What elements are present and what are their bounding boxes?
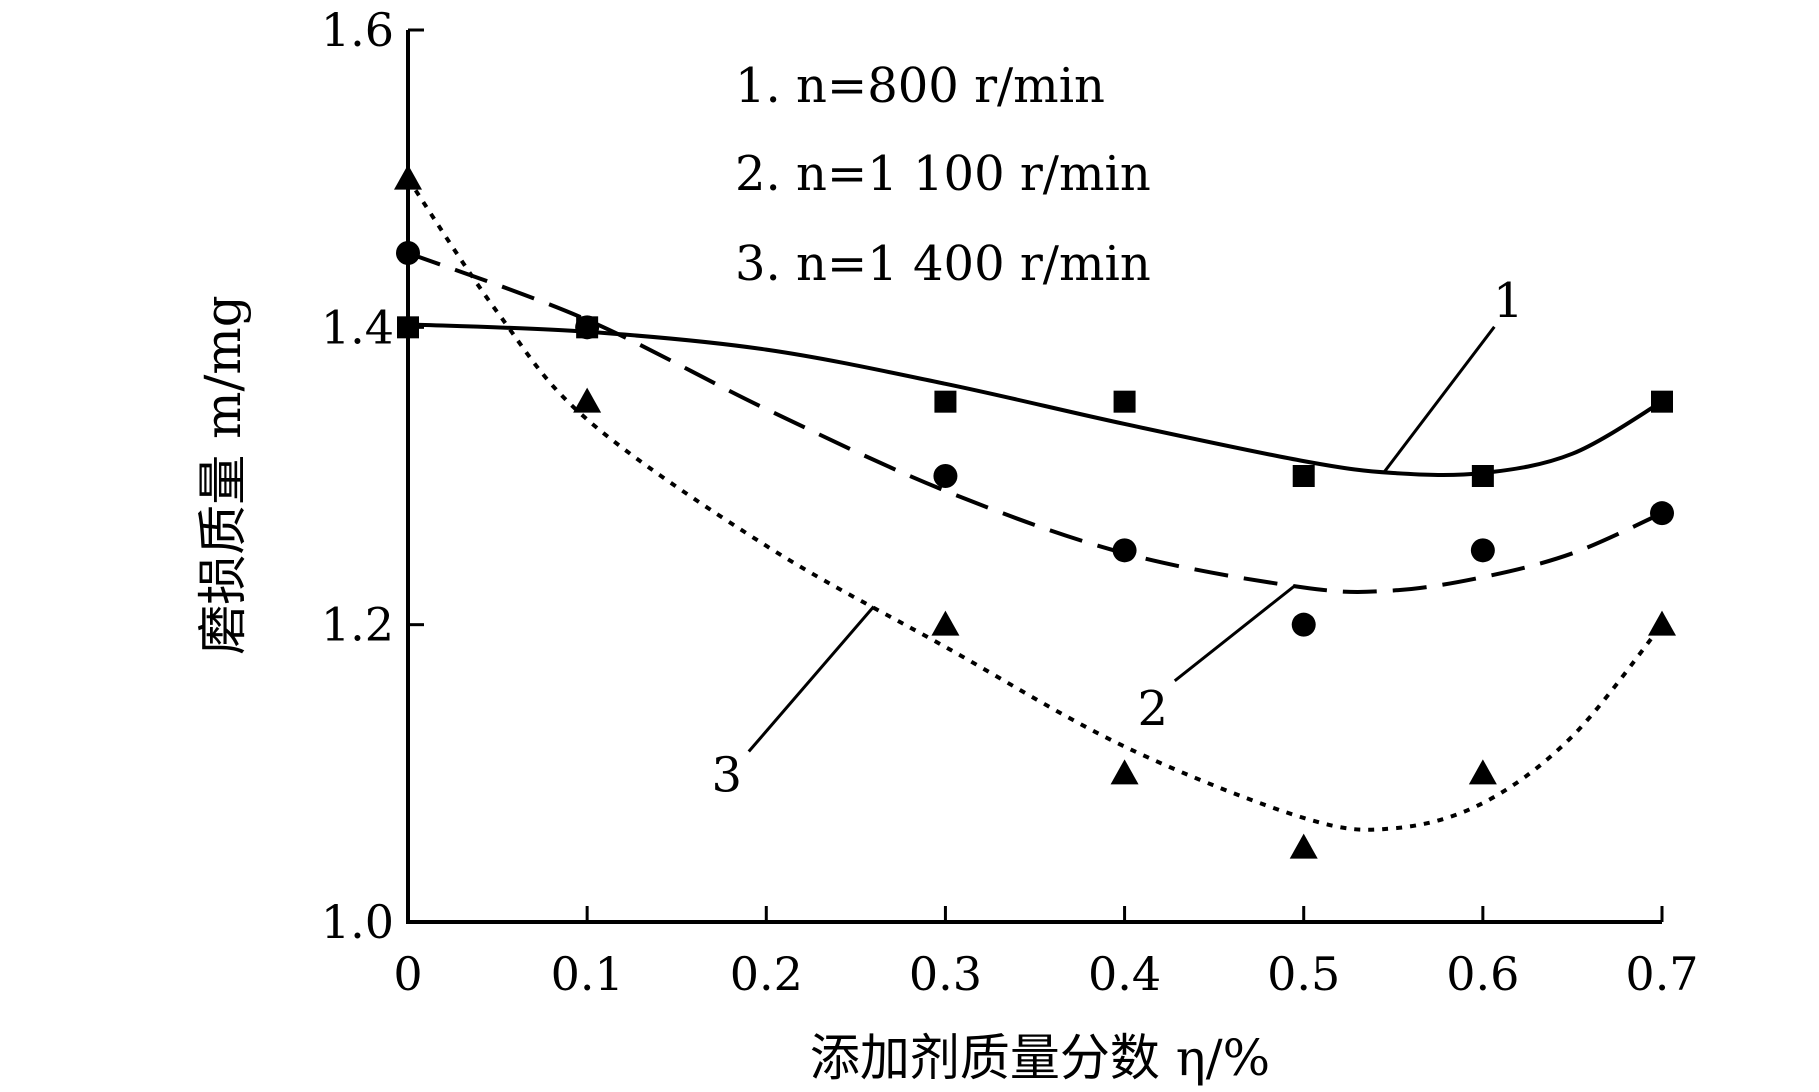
curve-label-leader-2 xyxy=(1173,584,1296,682)
x-axis-title: 添加剂质量分数 η/% xyxy=(810,1029,1270,1087)
x-tick-label: 0.5 xyxy=(1267,947,1340,1001)
curve-label-2: 2 xyxy=(1137,681,1168,737)
y-axis-title: 磨损质量 m/mg xyxy=(194,295,252,655)
x-tick-label: 0.7 xyxy=(1625,947,1698,1001)
curve-label-leaders: 1 2 3 xyxy=(711,273,1523,804)
data-point-1-3 xyxy=(1113,390,1136,413)
data-point-3-2 xyxy=(931,610,960,636)
data-point-2-1 xyxy=(575,315,600,340)
y-tick-label: 1.0 xyxy=(321,895,394,949)
y-axis-ticks: 1.0 1.2 1.4 1.6 xyxy=(321,3,424,949)
y-tick-label: 1.6 xyxy=(321,3,394,57)
legend: 1. n=800 r/min 2. n=1 100 r/min 3. n=1 4… xyxy=(735,58,1151,292)
data-point-2-3 xyxy=(1112,538,1137,563)
y-tick-label: 1.4 xyxy=(321,300,394,354)
data-point-2-0 xyxy=(396,241,420,265)
x-tick-label: 0.4 xyxy=(1088,947,1161,1001)
legend-entry-1: 1. n=800 r/min xyxy=(735,58,1105,114)
data-point-1-2 xyxy=(934,390,957,413)
fit-curve-2 xyxy=(407,251,1663,594)
data-point-3-6 xyxy=(1648,610,1676,636)
data-point-3-0 xyxy=(394,164,422,190)
data-point-2-2 xyxy=(933,464,958,488)
data-point-2-4 xyxy=(1291,612,1316,637)
curve-label-3: 3 xyxy=(711,748,742,804)
data-point-3-4 xyxy=(1289,833,1318,859)
curve-label-leader-1 xyxy=(1383,325,1496,473)
x-tick-label: 0.6 xyxy=(1446,947,1519,1001)
fit-curve-1 xyxy=(407,322,1664,477)
legend-entry-2: 2. n=1 100 r/min xyxy=(735,146,1151,202)
data-point-3-3 xyxy=(1110,759,1139,785)
x-tick-label: 0.1 xyxy=(551,947,624,1001)
data-point-1-4 xyxy=(1292,465,1315,487)
legend-entry-3: 3. n=1 400 r/min xyxy=(735,236,1151,292)
data-markers xyxy=(394,164,1676,859)
x-axis-ticks: 0 0.1 0.2 0.3 0.4 0.5 0.6 0.7 xyxy=(393,906,1699,1001)
data-point-2-5 xyxy=(1470,538,1495,563)
data-point-1-6 xyxy=(1651,390,1673,413)
curve-label-1: 1 xyxy=(1493,273,1524,329)
data-point-1-5 xyxy=(1471,465,1494,487)
data-point-2-6 xyxy=(1650,501,1674,526)
x-tick-label: 0.2 xyxy=(730,947,803,1001)
x-tick-label: 0 xyxy=(393,947,422,1001)
data-point-3-1 xyxy=(573,387,602,413)
y-tick-label: 1.2 xyxy=(321,598,394,652)
x-tick-label: 0.3 xyxy=(909,947,982,1001)
curve-label-leader-3 xyxy=(747,605,875,753)
data-point-3-5 xyxy=(1468,759,1497,785)
data-point-1-0 xyxy=(397,316,419,339)
fit-curve-3 xyxy=(406,177,1664,832)
